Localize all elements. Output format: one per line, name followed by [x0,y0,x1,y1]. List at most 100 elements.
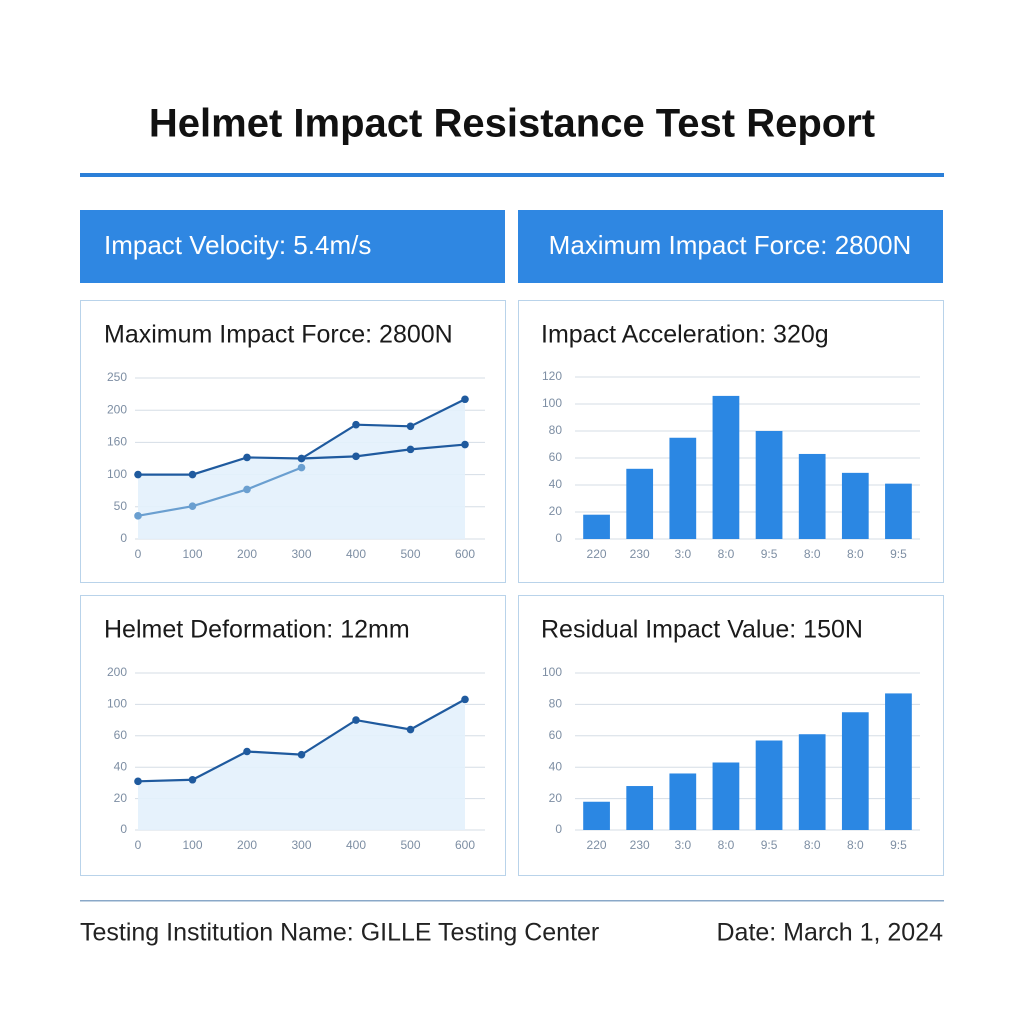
point [297,454,306,463]
area [138,699,465,830]
bar [626,468,654,539]
line [301,443,466,460]
bar [841,472,869,539]
y-tick-label: 80 [549,423,563,437]
banner-text: Maximum Impact Force: 2800N [549,230,912,260]
y-tick-label: 60 [114,728,128,742]
y-tick-label: 120 [542,369,562,383]
bar [885,483,912,539]
x-tick-label: 220 [587,838,607,852]
bar [583,514,610,539]
chart-title: Maximum Impact Force: 2800N [104,321,453,349]
chart-title: Residual Impact Value: 150N [541,616,863,644]
x-tick-label: 9:5 [761,547,778,561]
x-tick-label: 300 [291,547,311,561]
point [188,775,197,784]
panel [80,300,506,583]
point [461,395,469,404]
point [188,470,197,479]
y-tick-label: 100 [107,467,127,481]
x-tick-label: 100 [182,547,202,561]
point [188,502,197,510]
x-tick-label: 230 [630,838,650,852]
banner [518,210,943,283]
y-tick-label: 40 [549,759,563,773]
point [406,725,415,734]
x-tick-label: 300 [291,838,311,852]
x-tick-label: 3:0 [674,838,691,852]
bar [583,801,610,830]
y-tick-label: 0 [120,531,127,545]
x-tick-label: 9:5 [890,838,907,852]
x-tick-label: 8:0 [718,547,735,561]
report-title: Helmet Impact Resistance Test Report [149,102,875,146]
x-tick-label: 400 [346,838,366,852]
x-tick-label: 400 [346,547,366,561]
y-tick-label: 60 [549,450,563,464]
y-tick-label: 50 [114,499,128,513]
banner-text: Impact Velocity: 5.4m/s [104,230,371,260]
y-tick-label: 40 [549,477,563,491]
point [352,420,360,429]
x-tick-label: 3:0 [674,547,691,561]
x-tick-label: 8:0 [804,547,821,561]
date: Date: March 1, 2024 [716,919,943,947]
bar [755,431,783,539]
y-tick-label: 40 [114,759,128,773]
bar [626,786,654,830]
y-tick-label: 0 [555,822,562,836]
point [461,440,469,449]
x-tick-label: 9:5 [761,838,778,852]
panel [80,595,506,876]
y-tick-label: 200 [107,665,127,679]
y-tick-label: 100 [107,697,127,711]
point [352,716,360,724]
bar [712,762,740,830]
x-tick-label: 220 [587,547,607,561]
point [406,445,415,454]
panel [518,595,944,876]
bar [669,773,697,830]
y-tick-label: 20 [114,791,128,805]
point [297,463,306,472]
chart-title: Helmet Deformation: 12mm [104,616,410,644]
x-tick-label: 600 [455,547,475,561]
y-tick-label: 20 [549,504,563,518]
x-tick-label: 200 [237,547,257,561]
title-rule [80,173,944,177]
x-tick-label: 8:0 [804,838,821,852]
y-tick-label: 100 [542,665,562,679]
line [137,466,302,517]
x-tick-label: 500 [400,838,420,852]
x-tick-label: 230 [630,547,650,561]
point [134,777,142,786]
y-tick-label: 250 [107,370,127,384]
point [406,422,415,431]
x-tick-label: 8:0 [718,838,735,852]
bar [841,712,869,830]
panel [518,300,944,583]
banner [80,210,505,283]
y-tick-label: 60 [549,728,563,742]
institution: Testing Institution Name: GILLE Testing … [80,919,599,947]
point [134,512,142,520]
bar [798,453,826,539]
y-tick-label: 200 [107,402,127,416]
x-tick-label: 8:0 [847,838,864,852]
x-tick-label: 0 [135,838,142,852]
point [297,750,306,759]
bar [669,437,697,539]
point [352,452,360,461]
y-tick-label: 0 [555,531,562,545]
bar [755,740,783,830]
y-tick-label: 80 [549,697,563,711]
point [243,485,251,494]
x-tick-label: 500 [400,547,420,561]
point [243,747,251,756]
footer-rule [80,900,944,902]
y-tick-label: 100 [542,396,562,410]
y-tick-label: 20 [549,791,563,805]
point [243,453,251,462]
x-tick-label: 600 [455,838,475,852]
